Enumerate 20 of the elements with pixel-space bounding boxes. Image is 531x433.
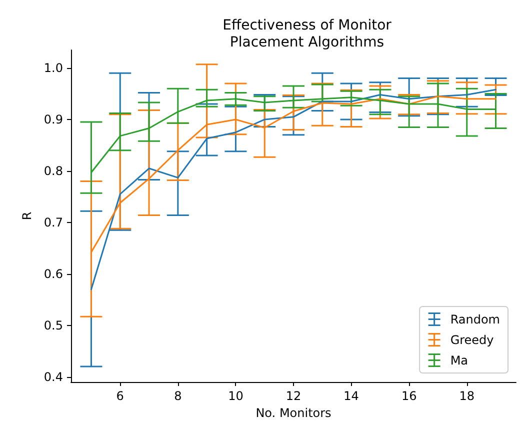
legend-label: Random — [450, 312, 500, 326]
x-axis-title: No. Monitors — [256, 406, 332, 420]
legend-label: Greedy — [450, 332, 494, 347]
y-tick-label: 0.7 — [44, 215, 63, 230]
y-tick-label: 1.0 — [44, 61, 63, 76]
x-tick-label: 10 — [228, 389, 244, 403]
x-tick-label: 18 — [459, 389, 475, 403]
x-tick-label: 6 — [116, 389, 124, 403]
legend-label: Ma — [450, 353, 468, 368]
y-tick-label: 0.9 — [44, 112, 63, 126]
x-tick-label: 12 — [286, 389, 302, 403]
y-axis-title: R — [20, 212, 34, 220]
y-tick-label: 0.6 — [44, 266, 63, 281]
y-tick-label: 0.8 — [44, 164, 63, 178]
y-tick-label: 0.4 — [44, 370, 63, 384]
chart-title: Effectiveness of Monitor Placement Algorithms — [222, 18, 392, 50]
x-tick-label: 16 — [401, 389, 417, 403]
x-tick-label: 14 — [344, 389, 359, 403]
x-tick-label: 8 — [174, 389, 182, 403]
y-tick-label: 0.5 — [44, 318, 63, 332]
